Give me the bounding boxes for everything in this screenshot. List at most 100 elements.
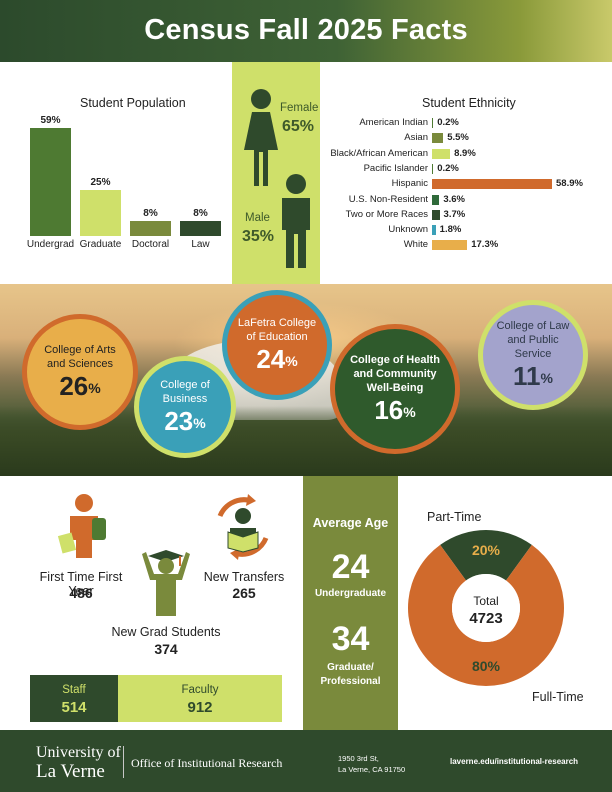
faculty-value: 912 [187,699,213,716]
graduate-student-icon [142,550,190,616]
donut-slice-value: 20% [472,542,501,558]
ethnicity-bar [432,240,468,251]
population-bar-value: 8% [143,208,158,220]
address: 1950 3rd St, La Verne, CA 91750 [338,753,405,775]
new-transfers-value: 265 [232,585,256,601]
average-age-title: Average Age [312,516,389,530]
grad-age-label-line1: Graduate/ [327,662,374,673]
new-transfers-label: New Transfers [203,570,285,584]
donut-slice-part-time [440,530,532,581]
full-time-label: Full-Time [532,690,584,704]
donut-total-label: Total [473,594,498,608]
donut-total-value: 4723 [469,610,502,627]
ethnicity-bar [432,118,434,128]
ethnicity-label: Two or More Races [345,208,428,220]
population-bar-value: 59% [40,115,61,126]
student-ethnicity-title: Student Ethnicity [422,96,516,110]
transfer-student-icon [217,494,269,560]
first-year-student-icon [57,494,106,558]
student-population-title: Student Population [80,96,186,110]
college-education-circle: LaFetra College of Education 24% [222,290,332,400]
new-grad-students-value: 374 [154,641,178,657]
population-bar-value: 25% [90,177,111,189]
donut-slice-value: 80% [472,658,501,674]
staff-box: Staff 514 [30,675,118,722]
university-logo-line2: La Verne [36,761,105,782]
address-line1: 1950 3rd St, [338,754,379,763]
ethnicity-label: American Indian [359,117,428,128]
ethnicity-value: 1.8% [439,224,462,236]
college-health-circle: College of Health and Community Well-Bei… [330,324,460,454]
footer-divider [123,746,124,778]
ethnicity-label: White [403,239,428,251]
staff-label: Staff [62,684,86,696]
ethnicity-bar [432,148,451,159]
college-name: College of Arts and Sciences [44,344,116,370]
ethnicity-value: 8.9% [454,147,476,159]
gender-panel: Female 65% Male 35% [232,62,320,284]
college-name: College of Law and Public Service [496,320,570,360]
population-bar-label: Graduate [79,239,122,250]
ethnicity-bar [432,133,444,144]
male-person-icon [282,174,310,268]
population-bar-label: Undergrad [26,239,75,250]
ethnicity-label: Asian [404,132,428,144]
population-bar-label: Law [191,239,210,250]
college-name: College of Health and Community Well-Bei… [350,354,440,394]
ethnicity-value: 5.5% [447,132,469,144]
faculty-label: Faculty [181,684,219,696]
undergrad-age-label: Undergraduate [314,588,387,599]
female-person-icon [244,89,278,186]
female-label: Female [280,102,319,114]
college-percent: 23% [164,406,206,436]
new-grad-students-label: New Grad Students [111,625,221,639]
staff-value: 514 [61,699,87,716]
ethnicity-label: Pacific Islander [363,162,428,174]
ethnicity-label: Black/African American [330,147,428,159]
university-logo-line1: University of [36,744,121,761]
college-percent: 24% [256,344,298,374]
ethnicity-value: 58.9% [556,178,583,190]
grad-age-label-line2: Professional [320,676,381,687]
ethnicity-label: U.S. Non-Resident [348,193,428,205]
header-banner: Census Fall 2025 Facts [0,0,612,62]
ethnicity-bar [432,179,552,190]
ethnicity-label: Hispanic [391,178,428,190]
college-business-circle: College of Business 23% [134,356,236,458]
website-link[interactable]: laverne.edu/institutional-research [450,757,579,766]
undergrad-age-value: 24 [331,548,370,586]
first-time-first-year-value: 486 [69,585,93,601]
address-line2: La Verne, CA 91750 [338,765,406,774]
male-label: Male [245,212,270,224]
donut-slice-full-time [408,544,564,686]
ethnicity-value: 0.2% [437,162,459,174]
male-percent: 35% [242,228,275,245]
college-name: LaFetra College of Education [237,317,317,343]
population-bar-label: Doctoral [131,239,170,250]
faculty-box: Faculty 912 [118,675,282,722]
enrollment-donut-chart: 20% 80% Total 4723 [408,530,564,686]
ethnicity-value: 17.3% [471,239,499,251]
college-arts-sciences-circle: College of Arts and Sciences 26% [22,314,138,430]
footer: University of La Verne Office of Institu… [0,730,612,792]
ethnicity-bar [432,209,440,220]
ethnicity-label: Unknown [388,224,428,236]
population-bar [30,128,71,236]
college-percent: 26% [59,371,101,401]
ethnicity-value: 3.7% [443,208,466,220]
college-percent: 11% [513,361,553,391]
ethnicity-bar [432,194,440,205]
college-percent: 16% [374,395,416,425]
part-time-label: Part-Time [427,510,482,524]
college-law-circle: College of Law and Public Service 11% [478,300,588,410]
office-name: Office of Institutional Research [131,756,283,770]
first-time-first-year-label: First Time First Year [39,570,123,598]
grad-age-value: 34 [331,620,370,658]
female-percent: 65% [282,118,315,135]
ethnicity-bar [432,225,436,236]
population-bar [130,221,171,236]
population-bar [80,190,121,236]
population-bar [180,221,221,236]
population-bar-value: 8% [193,208,208,220]
college-name: College of Business [160,379,210,405]
